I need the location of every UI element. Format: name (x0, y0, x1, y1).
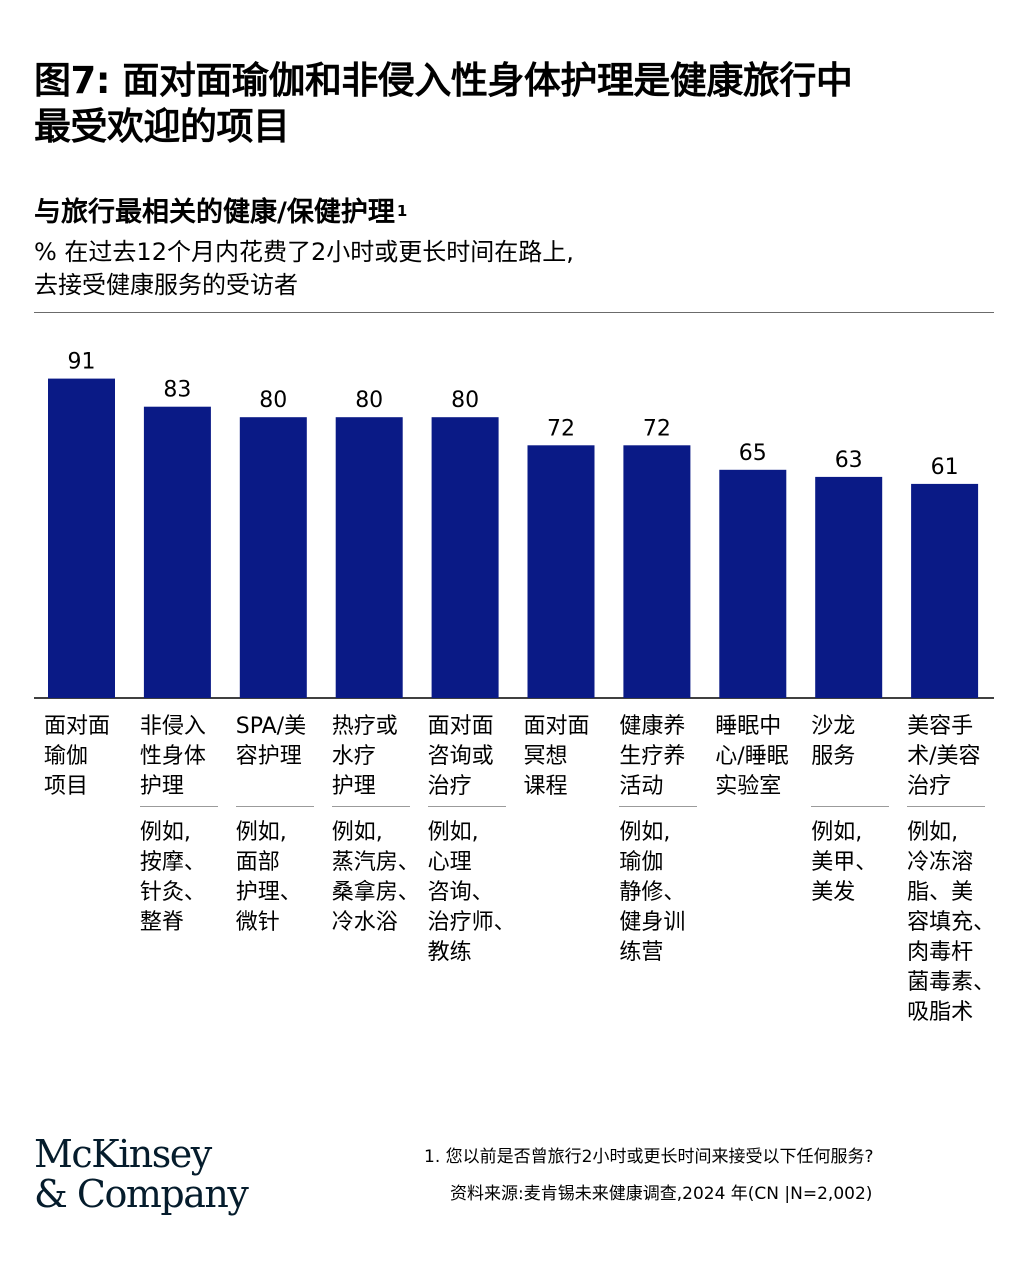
value-label: 80 (259, 388, 287, 413)
bar (815, 476, 883, 698)
page-title: 图7: 面对面瑜伽和非侵入性身体护理是健康旅行中 最受欢迎的项目 (34, 59, 853, 148)
value-label: 61 (931, 455, 959, 480)
top-rule (34, 312, 994, 313)
value-label: 80 (451, 388, 479, 413)
example-separator (139, 806, 218, 807)
mckinsey-logo: McKinsey & Company (34, 1132, 249, 1216)
category-label: 沙龙 服务 (811, 714, 856, 769)
example-separator (619, 806, 698, 807)
bar (623, 445, 691, 698)
chart-subtitle: 与旅行最相关的健康/保健护理 1 (34, 196, 407, 230)
bar (335, 417, 403, 698)
bar (719, 469, 787, 698)
example-text: 例如, 冷冻溶 脂、美 容填充、 肉毒杆 菌毒素、 吸脂术 (907, 820, 996, 1025)
example-separator (811, 806, 890, 807)
category-label: 美容手 术/美容 治疗 (907, 714, 981, 799)
source-note: 资料来源:麦肯锡未来健康调查,2024 年(CN |N=2,002) (450, 1184, 873, 1204)
category-label: 健康养 生疗养 活动 (619, 714, 686, 799)
category-label: 面对面 瑜伽 项目 (44, 714, 111, 799)
category-label: 非侵入 性身体 护理 (139, 714, 206, 799)
category-label: 睡眠中 心/睡眠 实验室 (715, 714, 789, 799)
footnote: 1. 您以前是否曾旅行2小时或更长时间来接受以下任何服务? (424, 1147, 874, 1167)
category-label: SPA/美 容护理 (235, 714, 307, 769)
example-separator (907, 806, 986, 807)
value-label: 72 (643, 416, 671, 441)
example-separator (331, 806, 410, 807)
example-text: 例如, 面部 护理、 微针 (235, 820, 302, 935)
value-label: 72 (547, 416, 575, 441)
example-text: 例如, 瑜伽 静修、 健身训 练营 (619, 820, 686, 965)
bar-chart: 91 83 80 80 80 72 72 65 63 61 (34, 350, 994, 699)
subtitle-text: 与旅行最相关的健康/保健护理 (34, 197, 395, 228)
bar (911, 483, 979, 698)
category-label: 面对面 咨询或 治疗 (427, 714, 494, 799)
example-text: 例如, 按摩、 针灸、 整脊 (139, 820, 206, 935)
value-label: 63 (835, 448, 863, 473)
example-separator (427, 806, 506, 807)
bar (143, 406, 211, 698)
bar (431, 417, 499, 698)
chart-description: % 在过去12个月内花费了2小时或更长时间在路上, 去接受健康服务的受访者 (34, 238, 574, 299)
bar (48, 378, 115, 698)
value-label: 83 (163, 378, 191, 403)
example-text: 例如, 蒸汽房、 桑拿房、 冷水浴 (331, 820, 420, 935)
example-separator (235, 806, 314, 807)
value-label: 65 (739, 441, 767, 466)
footnote-marker: 1 (396, 202, 408, 220)
bar (239, 417, 307, 698)
category-label: 面对面 冥想 课程 (523, 714, 590, 799)
value-label: 80 (355, 388, 383, 413)
bar (527, 445, 595, 698)
example-text: 例如, 美甲、 美发 (811, 820, 878, 905)
example-text: 例如, 心理 咨询、 治疗师、 教练 (427, 820, 516, 965)
value-label: 91 (68, 350, 96, 375)
category-label: 热疗或 水疗 护理 (331, 714, 398, 799)
